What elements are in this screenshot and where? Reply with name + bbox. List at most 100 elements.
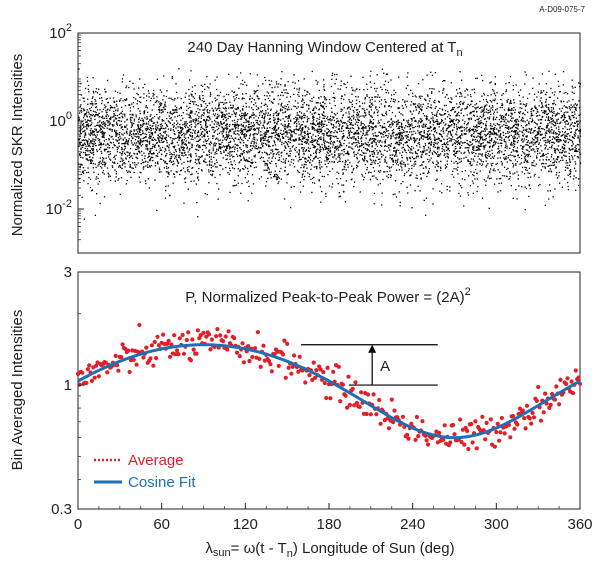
top-scatter-point [305, 138, 307, 141]
top-scatter-point [271, 127, 273, 130]
top-scatter-point [407, 133, 409, 136]
top-scatter-point [257, 117, 260, 119]
top-scatter-point [297, 114, 299, 116]
top-scatter-point [457, 142, 460, 144]
top-scatter-point [143, 112, 145, 114]
top-scatter-point [102, 108, 105, 110]
top-scatter-point [465, 107, 467, 110]
top-scatter-point [325, 97, 327, 99]
top-scatter-point [136, 103, 138, 105]
top-scatter-point [420, 177, 422, 179]
top-scatter-point [406, 135, 408, 137]
top-scatter-point [533, 93, 536, 95]
top-scatter-point [429, 133, 431, 135]
top-scatter-point [365, 132, 367, 134]
top-scatter-point [362, 143, 365, 145]
top-scatter-point [223, 151, 225, 153]
top-scatter-point [482, 139, 484, 141]
top-scatter-point [248, 126, 250, 129]
top-scatter-point [398, 136, 401, 138]
top-scatter-point [156, 209, 158, 212]
top-scatter-point [349, 108, 351, 110]
top-scatter-point [545, 113, 548, 115]
top-scatter-point [264, 76, 266, 79]
top-scatter-point [250, 128, 253, 130]
top-scatter-point [196, 114, 199, 116]
top-scatter-point [167, 185, 169, 187]
top-scatter-point [315, 139, 317, 141]
top-scatter-point [451, 124, 453, 126]
top-scatter-point [569, 109, 572, 111]
top-scatter-point [129, 110, 132, 112]
top-scatter-point [425, 167, 427, 169]
top-scatter-point [99, 109, 101, 111]
top-scatter-point [337, 137, 339, 140]
top-scatter-point [421, 109, 423, 112]
top-scatter-point [113, 113, 115, 115]
top-scatter-point [273, 113, 275, 115]
top-scatter-point [414, 138, 416, 140]
top-scatter-point [92, 96, 94, 98]
top-scatter-point [372, 127, 374, 129]
top-scatter-point [570, 127, 572, 130]
top-scatter-point [323, 135, 325, 137]
top-scatter-point [325, 193, 327, 195]
top-scatter-point [512, 166, 514, 168]
top-scatter-point [150, 148, 152, 150]
top-scatter-point [260, 156, 262, 158]
top-scatter-point [203, 160, 205, 163]
top-scatter-point [221, 126, 223, 128]
top-scatter-point [536, 133, 538, 135]
top-scatter-point [243, 128, 245, 131]
top-scatter-point [565, 162, 567, 164]
top-scatter-point [255, 145, 257, 148]
top-scatter-point [277, 118, 279, 121]
top-scatter-point [133, 96, 135, 99]
top-scatter-point [138, 131, 141, 133]
top-scatter-point [90, 152, 93, 154]
top-scatter-point [375, 126, 377, 128]
top-scatter-point [447, 133, 449, 135]
top-scatter-point [319, 130, 321, 132]
top-scatter-point [510, 143, 513, 145]
top-scatter-point [101, 161, 104, 163]
top-scatter-point [186, 167, 189, 169]
top-scatter-point [568, 116, 570, 118]
top-scatter-point [541, 155, 543, 157]
top-scatter-point [368, 96, 370, 99]
top-scatter-point [142, 120, 145, 123]
top-scatter-point [296, 123, 298, 125]
top-scatter-point [339, 143, 341, 146]
top-scatter-point [473, 132, 475, 135]
top-scatter-point [162, 137, 164, 139]
top-scatter-point [526, 135, 528, 137]
top-scatter-point [261, 137, 263, 139]
top-scatter-point [475, 130, 477, 133]
top-scatter-point [102, 143, 104, 146]
top-scatter-point [472, 128, 475, 130]
top-scatter-point [224, 114, 226, 117]
top-scatter-point [147, 156, 149, 159]
top-scatter-point [126, 128, 128, 130]
top-scatter-point [314, 139, 316, 142]
top-scatter-point [348, 121, 351, 123]
top-scatter-point [254, 139, 256, 141]
top-scatter-point [379, 158, 381, 160]
top-scatter-point [282, 137, 285, 139]
top-scatter-point [563, 147, 565, 150]
top-scatter-point [567, 122, 570, 124]
top-scatter-point [515, 118, 517, 121]
top-scatter-point [278, 136, 280, 138]
top-scatter-point [150, 97, 152, 100]
top-scatter-point [286, 130, 288, 132]
top-scatter-point [434, 72, 437, 74]
top-scatter-point [153, 145, 155, 147]
top-scatter-point [492, 162, 494, 165]
top-scatter-point [242, 144, 245, 147]
top-scatter-point [295, 133, 297, 135]
top-scatter-point [232, 128, 234, 130]
top-scatter-point [275, 153, 278, 155]
top-scatter-point [249, 73, 251, 75]
top-scatter-point [313, 96, 315, 98]
top-scatter-point [464, 170, 466, 172]
